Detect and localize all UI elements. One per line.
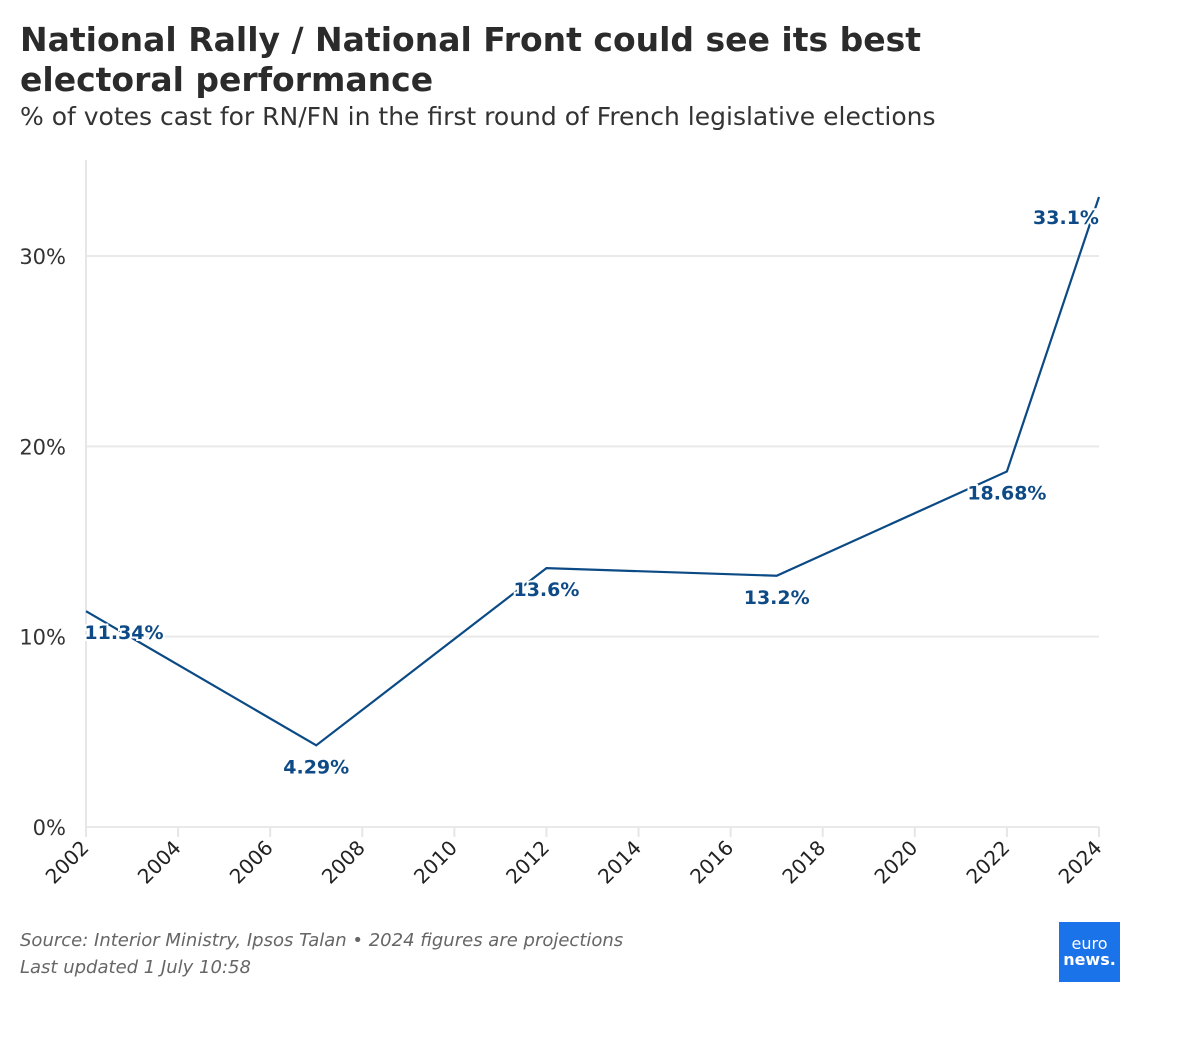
x-tick-label: 2004 [133,836,186,889]
euronews-logo: euro news. [1059,922,1120,982]
data-line [85,196,1101,747]
y-tick-label: 10% [19,626,66,650]
chart-title: National Rally / National Front could se… [20,20,922,99]
x-tick-label: 2020 [869,836,922,889]
data-label: 4.29% [283,756,349,778]
x-tick-label: 2008 [317,836,370,889]
source-note: Source: Interior Ministry, Ipsos Talan •… [20,930,624,951]
data-label: 11.34% [84,622,163,644]
x-tick-label: 2002 [41,836,94,889]
x-tick-label: 2012 [501,836,554,889]
chart-subtitle: % of votes cast for RN/FN in the first r… [20,102,936,131]
y-tick-label: 20% [19,435,66,459]
data-label: 18.68% [967,482,1046,504]
x-tick-label: 2006 [225,836,278,889]
data-label: 13.6% [513,579,579,601]
x-tick-label: 2024 [1054,836,1107,889]
x-tick-label: 2018 [777,836,830,889]
x-tick-label: 2016 [685,836,738,889]
logo-text-news: news. [1063,950,1116,969]
y-tick-label: 30% [19,245,66,269]
data-label: 13.2% [744,587,810,609]
x-tick-label: 2022 [961,836,1014,889]
logo-text-euro: euro [1071,934,1108,953]
last-updated: Last updated 1 July 10:58 [20,957,251,978]
data-label: 33.1% [1033,207,1099,229]
x-tick-label: 2010 [409,836,462,889]
x-tick-label: 2014 [593,836,646,889]
y-tick-label: 0% [33,816,66,840]
